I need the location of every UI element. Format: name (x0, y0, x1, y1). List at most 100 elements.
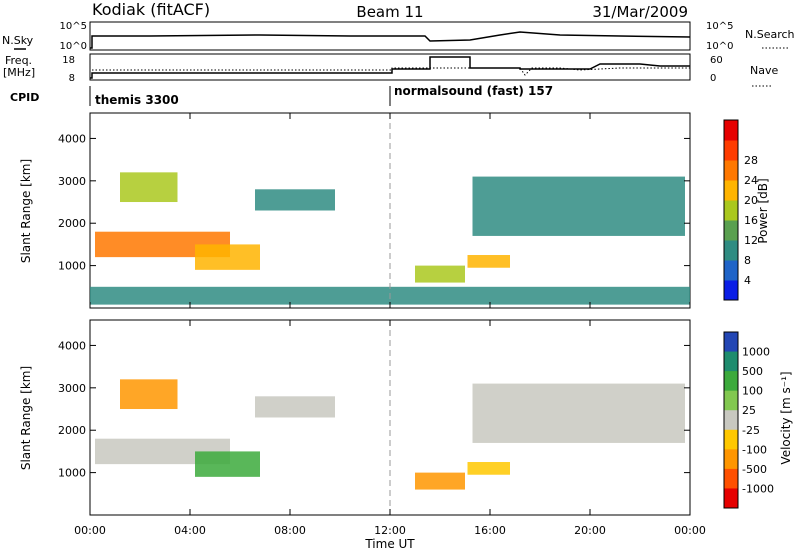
power-colorbar-tick: 12 (744, 234, 758, 247)
power-y-ticks: 1000 2000 3000 4000 (58, 132, 690, 273)
velocity-colorbar-tick: -1000 (742, 482, 774, 495)
nsky-line (90, 31, 691, 49)
freq-panel (89, 53, 691, 81)
velocity-colorbar-tick: -100 (742, 443, 767, 456)
power-colorbar-swatch (724, 120, 738, 141)
power-y-tick-label: 1000 (58, 260, 86, 273)
power-region-2 (195, 244, 260, 270)
power-region-1 (120, 172, 178, 203)
velocity-colorbar-swatch (724, 410, 738, 431)
radar-title: Kodiak (fitACF) (92, 0, 210, 19)
power-colorbar-swatch (724, 160, 738, 181)
x-tick-label: 04:00 (174, 524, 206, 537)
power-y-label: Slant Range [km] (19, 159, 33, 263)
velocity-colorbar-swatch (724, 429, 738, 450)
nsearch-tick-bottom: 10^0 (706, 41, 733, 52)
velocity-y-tick-label: 4000 (58, 339, 86, 352)
velocity-colorbar-swatch (724, 468, 738, 489)
velocity-y-tick-label: 3000 (58, 382, 86, 395)
nave-line (92, 67, 690, 76)
freq-label-1: Freq. (5, 54, 32, 67)
power-y-tick-label: 4000 (58, 132, 86, 145)
power-colorbar-tick: 16 (744, 214, 758, 227)
velocity-colorbar-swatch (724, 390, 738, 411)
velocity-colorbar-swatch (724, 332, 738, 353)
velocity-region-4 (415, 472, 465, 490)
velocity-colorbar-tick: -500 (742, 463, 767, 476)
velocity-colorbar-swatch (724, 449, 738, 470)
x-tick-label: 20:00 (574, 524, 606, 537)
velocity-region-6 (472, 383, 685, 443)
velocity-colorbar-swatch (724, 488, 738, 509)
power-cells (90, 172, 690, 305)
power-colorbar-swatch (724, 240, 738, 261)
nsearch-tick-top: 10^5 (706, 21, 733, 32)
nave-tick-bottom: 0 (710, 73, 716, 84)
velocity-colorbar-tick: -25 (742, 424, 760, 437)
power-y-tick-label: 3000 (58, 175, 86, 188)
power-colorbar-tick: 8 (744, 254, 751, 267)
power-colorbar-tick: 4 (744, 274, 751, 287)
power-y-tick-label: 2000 (58, 217, 86, 230)
x-axis-ticks: 00:00 04:00 08:00 12:00 16:00 20:00 00:00 (74, 113, 706, 537)
velocity-region-1 (120, 379, 178, 410)
nsearch-label: N.Search (745, 28, 795, 41)
power-panel: 1000 2000 3000 4000 Slant Range [km] (19, 112, 691, 309)
nave-tick-top: 60 (710, 55, 723, 66)
velocity-colorbar: 1000 500 100 25 -25 -100 -500 -1000 (723, 331, 774, 509)
velocity-colorbar-tick: 25 (742, 404, 756, 417)
velocity-panel: 1000 2000 3000 4000 Slant Range [km] (19, 319, 691, 516)
freq-label-2: [MHz] (3, 66, 35, 79)
power-colorbar-frame (723, 119, 739, 301)
power-region-3 (255, 189, 335, 211)
power-colorbar-swatch (724, 200, 738, 221)
freq-tick-top: 18 (62, 55, 75, 66)
power-colorbar-tick: 28 (744, 154, 758, 167)
velocity-colorbar-swatch (724, 371, 738, 392)
power-region-5 (467, 255, 510, 268)
velocity-y-tick-label: 2000 (58, 424, 86, 437)
power-colorbar-tick: 20 (744, 194, 758, 207)
nsky-tick-bottom: 10^0 (60, 41, 87, 52)
cpid-segment-1: themis 3300 (95, 93, 179, 107)
nsky-label: N.Sky (2, 34, 34, 47)
x-tick-label: 12:00 (374, 524, 406, 537)
x-axis-label: Time UT (364, 537, 415, 551)
freq-line (90, 56, 690, 79)
nsky-tick-top: 10^5 (60, 21, 87, 32)
velocity-y-tick-label: 1000 (58, 467, 86, 480)
velocity-colorbar-label: Velocity [m s⁻¹] (779, 371, 793, 464)
date-title: 31/Mar/2009 (592, 3, 688, 21)
cpid-label: CPID (10, 91, 39, 104)
x-tick-label: 00:00 (674, 524, 706, 537)
x-tick-label: 16:00 (474, 524, 506, 537)
velocity-cells (95, 379, 685, 490)
power-colorbar-swatch (724, 140, 738, 161)
power-region-6 (472, 176, 685, 236)
freq-tick-bottom: 8 (69, 73, 75, 84)
velocity-region-2 (195, 451, 260, 477)
cpid-segment-2: normalsound (fast) 157 (394, 84, 553, 98)
velocity-colorbar-swatch (724, 351, 738, 372)
velocity-colorbar-frame (723, 331, 739, 509)
power-colorbar-swatch (724, 280, 738, 301)
velocity-colorbar-tick: 500 (742, 365, 763, 378)
velocity-colorbar-tick: 100 (742, 385, 763, 398)
nsky-panel (89, 21, 691, 51)
power-colorbar-swatch (724, 220, 738, 241)
power-colorbar-label: Power [dB] (756, 178, 770, 243)
velocity-colorbar-tick: 1000 (742, 346, 770, 359)
power-region-4 (415, 265, 465, 283)
x-tick-label: 08:00 (274, 524, 306, 537)
beam-title: Beam 11 (356, 3, 423, 21)
x-tick-label: 00:00 (74, 524, 106, 537)
power-colorbar-tick: 24 (744, 174, 758, 187)
velocity-region-5 (467, 462, 510, 475)
velocity-y-ticks: 1000 2000 3000 4000 (58, 339, 690, 480)
power-colorbar: 4 8 12 16 20 24 28 (723, 119, 758, 301)
power-colorbar-swatch (724, 260, 738, 281)
nave-label: Nave (750, 64, 778, 77)
velocity-region-3 (255, 396, 335, 418)
